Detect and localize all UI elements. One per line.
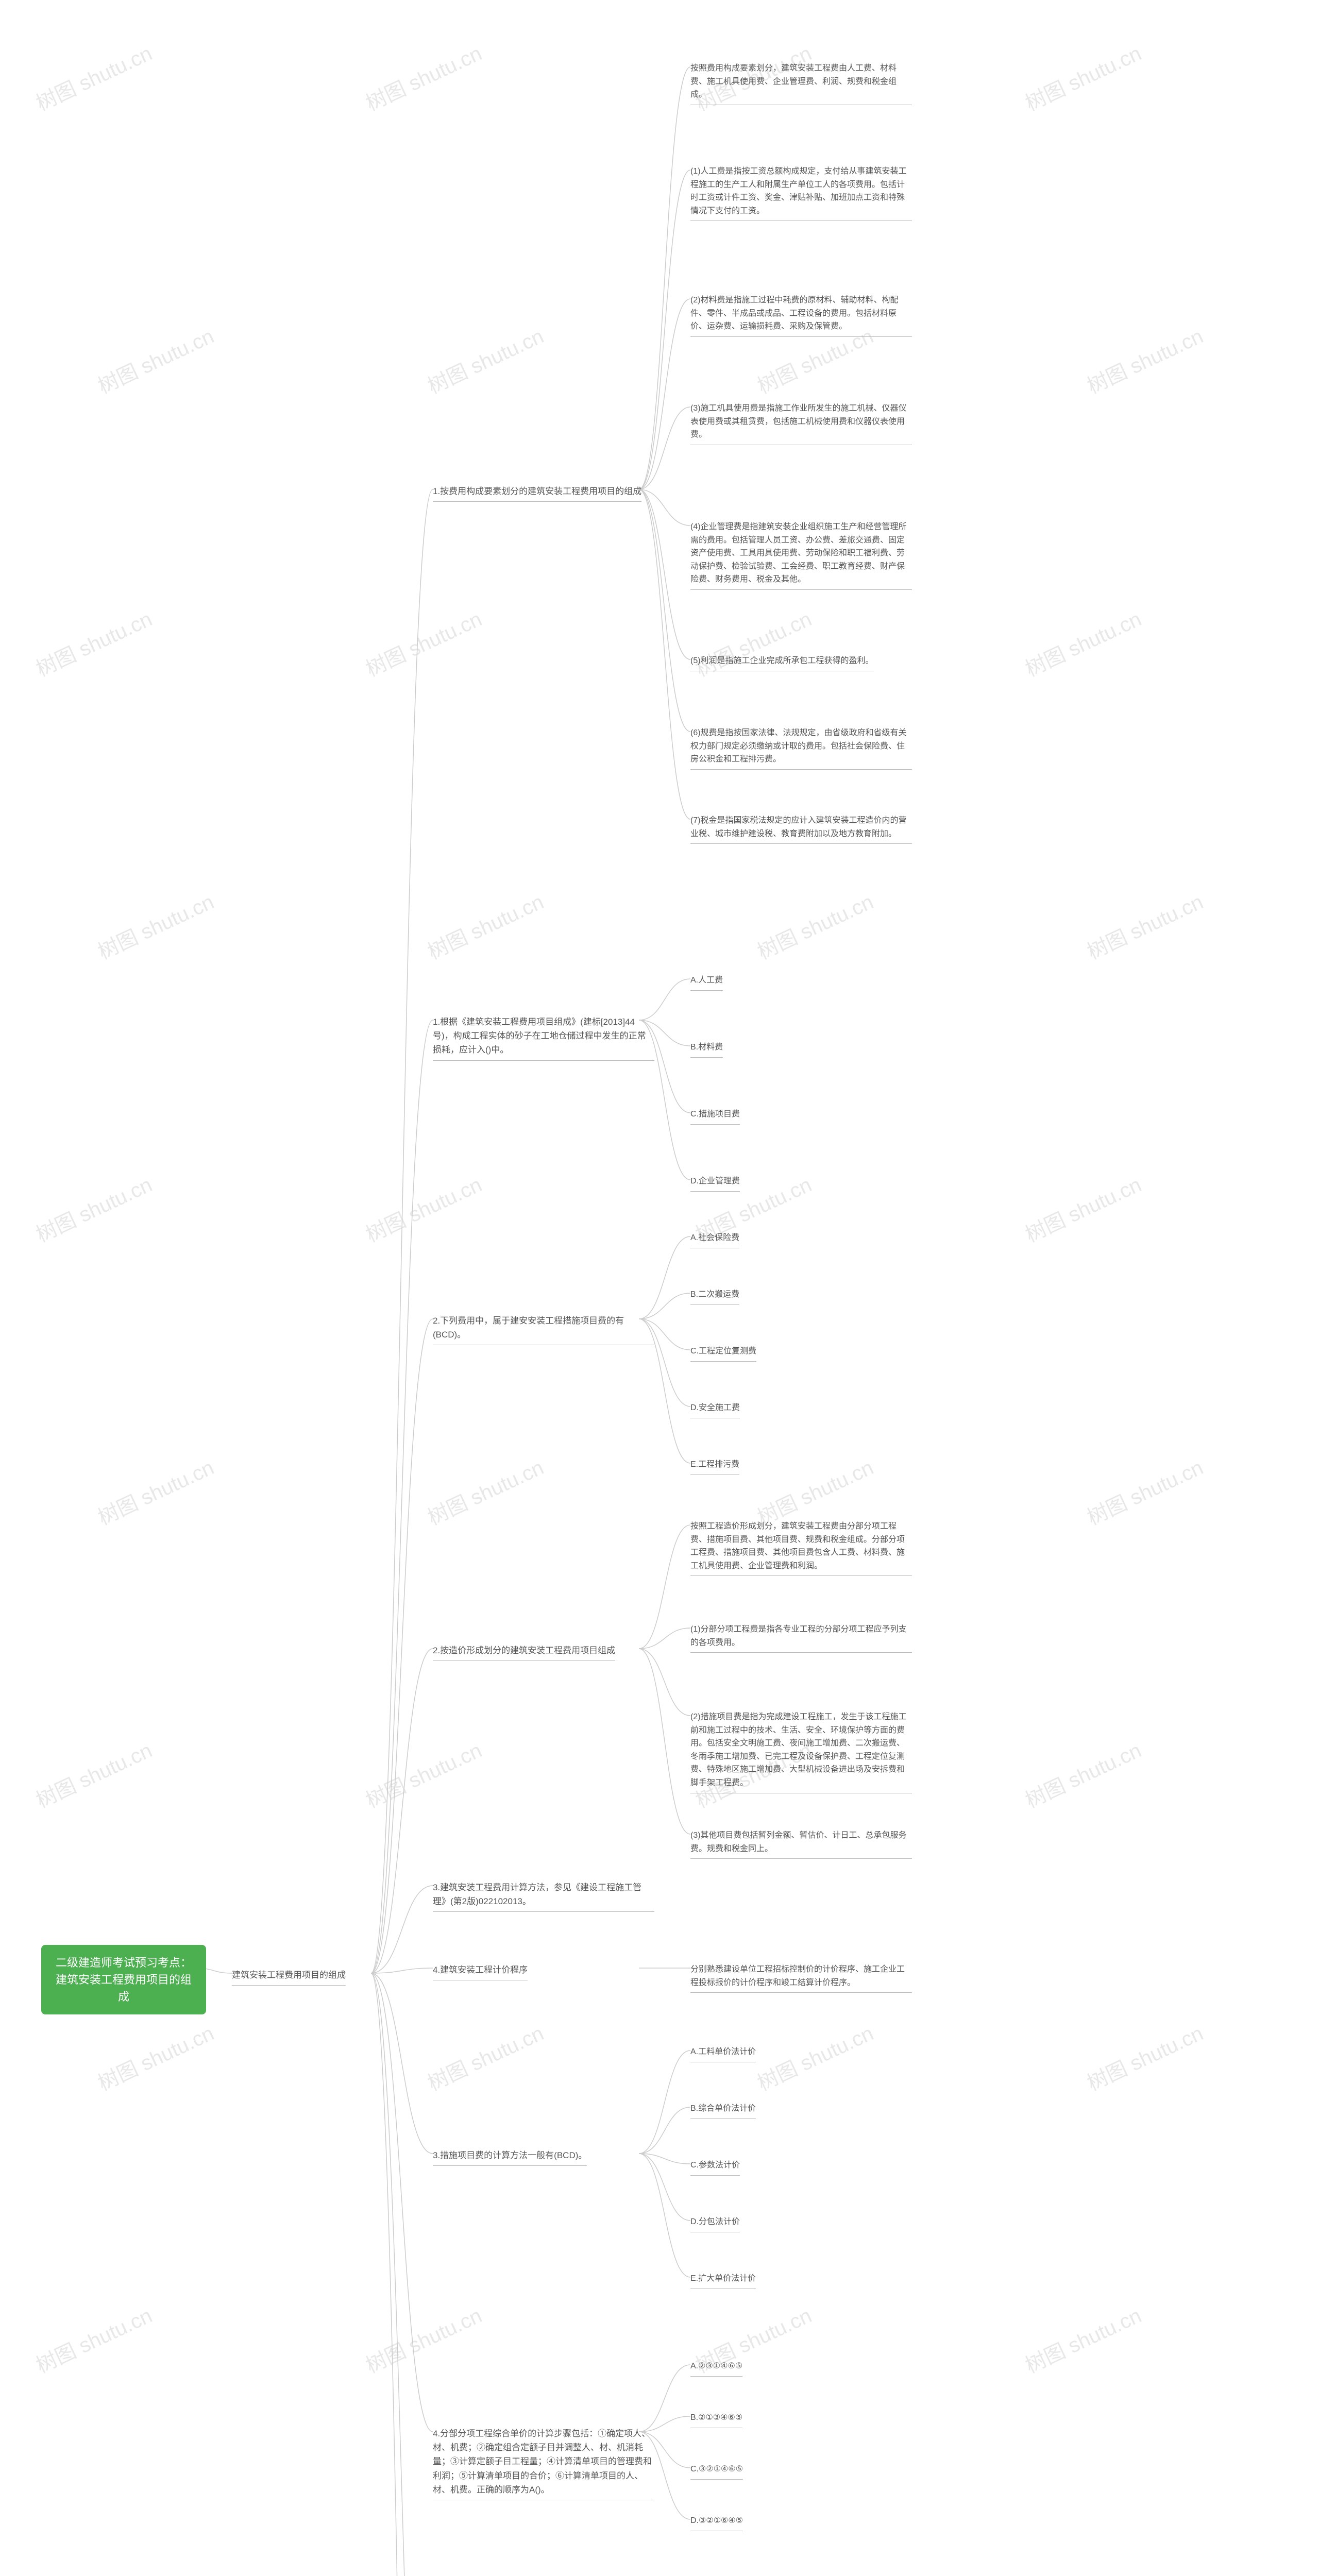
n7-c2: C.参数法计价 [690,2157,740,2176]
n7-c1: B.综合单价法计价 [690,2100,756,2119]
n7-c0: A.工料单价法计价 [690,2043,756,2062]
n2-c2: C.措施项目费 [690,1106,740,1125]
n1-c2: (2)材料费是指施工过程中耗费的原材料、辅助材料、构配件、零件、半成品或成品、工… [690,292,912,337]
n1-c5: (5)利润是指施工企业完成所承包工程获得的盈利。 [690,652,874,671]
n2: 1.根据《建筑安装工程费用项目组成》(建标[2013]44号)，构成工程实体的砂… [433,1013,654,1061]
root-node: 二级建造师考试预习考点：建筑安装工程费用项目的组成 [41,1945,206,2014]
n3-c1: B.二次搬运费 [690,1286,739,1305]
n1-c4: (4)企业管理费是指建筑安装企业组织施工生产和经营管理所需的费用。包括管理人员工… [690,518,912,590]
n4-c2: (2)措施项目费是指为完成建设工程施工，发生于该工程施工前和施工过程中的技术、生… [690,1708,912,1793]
n1-c0: 按照费用构成要素划分，建筑安装工程费由人工费、材料费、施工机具使用费、企业管理费… [690,60,912,105]
n3-c2: C.工程定位复测费 [690,1343,756,1362]
n2-c0: A.人工费 [690,972,723,991]
n8-c2: C.③②①④⑥⑤ [690,2461,743,2480]
n1-c6: (6)规费是指按国家法律、法规规定，由省级政府和省级有关权力部门规定必须缴纳或计… [690,724,912,770]
n7: 3.措施项目费的计算方法一般有(BCD)。 [433,2146,587,2166]
n3-c0: A.社会保险费 [690,1229,739,1248]
n4: 2.按造价形成划分的建筑安装工程费用项目组成 [433,1641,615,1661]
n1: 1.按费用构成要素划分的建筑安装工程费用项目的组成 [433,482,641,502]
n1-c3: (3)施工机具使用费是指施工作业所发生的施工机械、仪器仪表使用费或其租赁费，包括… [690,400,912,445]
n3: 2.下列费用中，属于建安安装工程措施项目费的有(BCD)。 [433,1312,654,1345]
n3-c3: D.安全施工费 [690,1399,740,1418]
n4-c1: (1)分部分项工程费是指各专业工程的分部分项工程应予列支的各项费用。 [690,1621,912,1653]
n1-c7: (7)税金是指国家税法规定的应计入建筑安装工程造价内的营业税、城市维护建设税、教… [690,812,912,844]
n5: 3.建筑安装工程费用计算方法，参见《建设工程施工管理》(第2版)02210201… [433,1878,654,1912]
n7-c3: D.分包法计价 [690,2213,740,2232]
n8: 4.分部分项工程综合单价的计算步骤包括：①确定项人、材、机费；②确定组合定额子目… [433,2425,654,2500]
n7-c4: E.扩大单价法计价 [690,2270,756,2289]
n2-c1: B.材料费 [690,1039,723,1058]
n1-c1: (1)人工费是指按工资总额构成规定，支付给从事建筑安装工程施工的生产工人和附属生… [690,163,912,221]
n4-c0: 按照工程造价形成划分，建筑安装工程费由分部分项工程费、措施项目费、其他项目费、规… [690,1518,912,1576]
n3-c4: E.工程排污费 [690,1456,739,1475]
n2-c3: D.企业管理费 [690,1173,740,1192]
n8-c0: A.②③①④⑥⑤ [690,2358,742,2377]
level1: 建筑安装工程费用项目的组成 [232,1966,346,1986]
n6: 4.建筑安装工程计价程序 [433,1961,528,1980]
n4-c3: (3)其他项目费包括暂列金额、暂估价、计日工、总承包服务费。规费和税金同上。 [690,1827,912,1859]
n8-c1: B.②①③④⑥⑤ [690,2409,742,2428]
n6-c0: 分别熟悉建设单位工程招标控制价的计价程序、施工企业工程投标报价的计价程序和竣工结… [690,1961,912,1993]
n8-c3: D.③②①⑥④⑤ [690,2512,743,2531]
